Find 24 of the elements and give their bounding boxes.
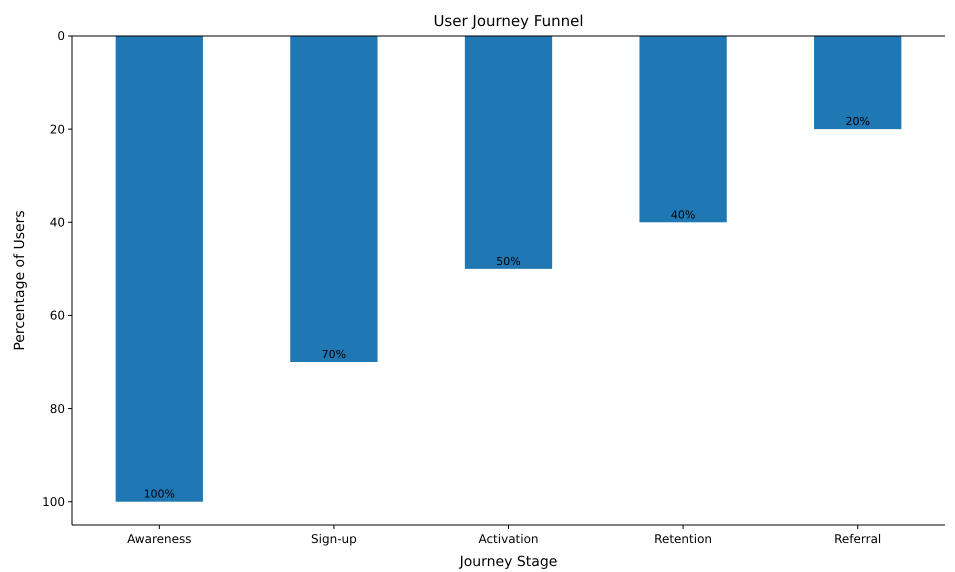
y-tick-label: 80 — [50, 402, 65, 416]
x-tick-label: Activation — [478, 532, 539, 546]
x-tick-label: Sign-up — [311, 532, 357, 546]
data-label: 100% — [144, 488, 176, 501]
x-tick-label: Retention — [654, 532, 712, 546]
data-label: 70% — [322, 348, 346, 361]
data-label: 50% — [496, 254, 521, 268]
data-label: 40% — [670, 208, 696, 222]
chart-title: User Journey Funnel — [433, 12, 584, 30]
bar — [464, 36, 552, 269]
y-tick-label: 20 — [50, 122, 65, 136]
y-tick-label: 40 — [50, 215, 65, 230]
data-label: 20% — [845, 115, 870, 128]
bar — [290, 36, 378, 362]
bar — [116, 36, 203, 502]
y-tick-label: 100 — [42, 494, 65, 509]
y-tick-label: 0 — [57, 29, 65, 44]
y-axis-title: Percentage of Users — [12, 210, 28, 351]
x-axis-title: Journey Stage — [458, 554, 558, 570]
y-tick-label: 60 — [50, 308, 65, 323]
bar — [814, 36, 902, 130]
x-tick-label: Referral — [834, 532, 882, 546]
bar — [639, 36, 727, 222]
x-tick-label: Awareness — [127, 532, 192, 546]
